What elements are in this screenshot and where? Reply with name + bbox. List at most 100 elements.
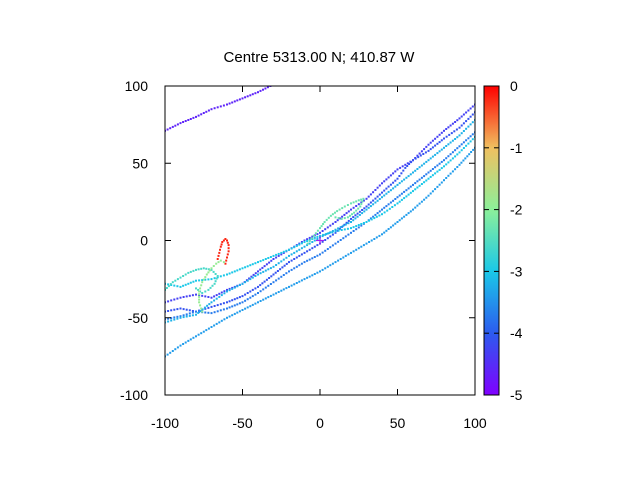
- data-point: [221, 241, 224, 243]
- data-point: [171, 125, 174, 128]
- data-point: [220, 319, 223, 322]
- data-point: [174, 279, 177, 282]
- data-point: [272, 258, 275, 260]
- data-point: [216, 258, 219, 260]
- data-point: [368, 241, 371, 243]
- data-point: [423, 148, 426, 151]
- data-point: [213, 282, 216, 285]
- data-point: [303, 261, 306, 264]
- data-point: [241, 295, 244, 298]
- data-point: [326, 226, 329, 229]
- data-point: [262, 88, 264, 91]
- data-point: [275, 279, 278, 282]
- data-point: [216, 304, 219, 307]
- data-point: [409, 173, 412, 176]
- data-point: [269, 256, 272, 258]
- data-point: [394, 198, 397, 200]
- data-point: [306, 259, 309, 262]
- data-point: [226, 301, 228, 304]
- colorbar-tick-label: -4: [510, 325, 523, 341]
- data-point: [385, 205, 388, 208]
- data-point: [337, 227, 340, 230]
- data-point: [170, 309, 173, 312]
- data-point: [385, 187, 388, 190]
- data-point: [248, 277, 251, 280]
- data-point: [213, 305, 216, 307]
- data-point: [249, 296, 252, 299]
- data-point: [427, 159, 430, 162]
- data-point: [205, 110, 208, 113]
- data-point: [262, 288, 265, 291]
- data-point: [434, 172, 437, 175]
- data-point: [290, 268, 293, 271]
- data-point: [447, 161, 450, 164]
- data-point: [254, 287, 257, 290]
- data-point: [249, 94, 252, 97]
- data-point: [376, 195, 379, 198]
- data-point: [381, 191, 383, 194]
- data-point: [210, 296, 213, 299]
- data-point: [197, 333, 200, 336]
- data-point: [184, 283, 187, 286]
- data-point: [303, 239, 306, 242]
- data-point: [176, 317, 179, 320]
- data-point: [423, 181, 426, 184]
- data-point: [389, 174, 392, 177]
- data-point: [241, 282, 244, 285]
- data-point: [357, 207, 360, 210]
- data-point: [276, 270, 279, 272]
- data-point: [352, 216, 355, 219]
- data-point: [418, 184, 421, 187]
- data-point: [465, 127, 468, 130]
- data-point: [182, 314, 185, 317]
- data-point: [316, 254, 319, 257]
- data-point: [199, 304, 202, 307]
- data-point: [209, 286, 212, 289]
- data-point: [265, 278, 268, 281]
- data-point: [374, 201, 377, 204]
- data-point: [456, 153, 459, 156]
- data-point: [403, 178, 406, 181]
- data-point: [360, 223, 363, 225]
- data-point: [329, 264, 332, 267]
- data-point: [447, 143, 450, 146]
- data-point: [182, 275, 185, 277]
- data-point: [308, 236, 311, 239]
- data-point: [244, 293, 247, 296]
- data-point: [280, 275, 283, 278]
- data-point: [324, 249, 327, 252]
- data-point: [316, 229, 319, 232]
- data-point: [195, 268, 197, 271]
- data-point: [398, 200, 401, 203]
- data-point: [207, 268, 210, 271]
- data-point: [210, 326, 213, 328]
- data-point: [334, 216, 337, 219]
- data-point: [469, 115, 472, 118]
- data-point: [227, 244, 230, 247]
- chart-title: Centre 5313.00 N; 410.87 W: [224, 49, 416, 66]
- data-point: [429, 141, 432, 144]
- data-point: [226, 103, 228, 106]
- data-point: [300, 279, 303, 282]
- data-point: [226, 241, 229, 244]
- data-point: [454, 155, 457, 158]
- data-point: [324, 233, 327, 236]
- data-point: [281, 266, 284, 269]
- data-point: [313, 236, 316, 239]
- data-point: [189, 118, 192, 120]
- data-point: [204, 307, 207, 310]
- data-point: [346, 227, 349, 230]
- data-point: [378, 210, 381, 213]
- data-point: [201, 308, 204, 311]
- data-point: [434, 166, 437, 169]
- data-point: [311, 241, 314, 243]
- data-point: [403, 215, 406, 218]
- data-point: [422, 153, 425, 155]
- data-point: [244, 307, 247, 310]
- data-point: [396, 196, 399, 199]
- data-point: [210, 267, 213, 270]
- data-point: [267, 284, 270, 287]
- data-point: [471, 121, 474, 124]
- data-point: [407, 212, 410, 215]
- data-point: [188, 294, 191, 297]
